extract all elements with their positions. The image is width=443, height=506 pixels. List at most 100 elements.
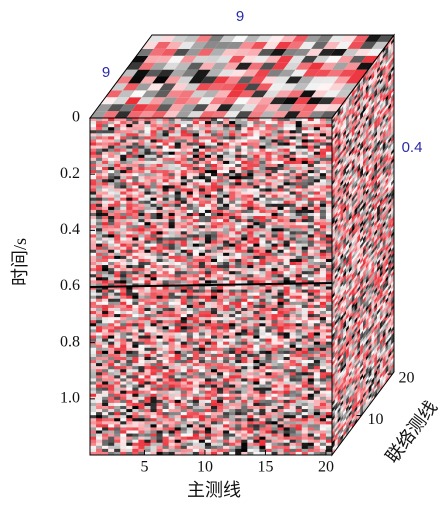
texture-cell [253,390,260,395]
texture-cell [360,140,363,148]
texture-cell [247,163,254,168]
texture-cell [114,179,121,183]
texture-cell [174,160,182,165]
texture-cell [156,412,163,416]
texture-cell [247,182,254,186]
texture-cell [114,393,121,398]
texture-cell [253,277,260,281]
texture-cell [186,225,194,229]
texture-cell [354,154,358,162]
texture-cell [325,222,333,226]
texture-cell [325,151,333,156]
texture-cell [348,116,352,124]
texture-cell [162,271,169,275]
texture-cell [150,191,157,195]
texture-cell [289,372,296,376]
texture-cell [192,203,200,208]
texture-cell [253,271,260,275]
texture-cell [301,130,309,134]
texture-cell [307,271,315,275]
texture-cell [186,240,194,244]
texture-cell [277,133,284,137]
texture-cell [241,405,248,410]
texture-cell [108,307,115,312]
texture-cell [377,72,380,80]
texture-cell [283,402,290,407]
texture-cell [192,145,200,149]
texture-cell [90,307,97,312]
texture-cell [235,216,242,220]
texture-cell [271,289,278,293]
texture-cell [259,402,266,407]
texture-cell [247,329,254,333]
texture-cell [223,277,230,281]
texture-cell [348,113,352,121]
texture-cell [247,151,254,156]
texture-cell [253,133,260,137]
texture-cell [114,130,121,134]
texture-cell [319,252,327,257]
texture-cell [295,160,303,165]
texture-cell [120,121,127,125]
texture-cell [96,433,103,437]
texture-cell [114,286,121,290]
texture-cell [379,123,383,131]
texture-cell [377,133,380,141]
texture-cell [96,356,103,361]
texture-cell [253,118,260,122]
texture-cell [348,171,352,179]
texture-cell [120,307,127,312]
texture-cell [289,209,296,214]
texture-cell [379,68,383,76]
texture-cell [114,402,121,407]
texture-cell [120,387,127,391]
texture-cell [132,145,139,149]
texture-cell [114,390,121,395]
texture-cell [235,243,242,247]
texture-cell [289,157,296,162]
texture-cell [295,304,303,309]
texture-cell [168,261,175,266]
texture-cell [102,212,109,217]
texture-cell [301,436,309,440]
texture-cell [150,124,157,128]
texture-cell [259,399,266,404]
texture-cell [241,185,248,189]
texture-cell [150,170,157,174]
texture-cell [371,107,375,115]
texture-cell [385,116,389,124]
texture-cell [229,280,236,284]
texture-cell [265,289,272,293]
texture-cell [265,436,272,440]
texture-cell [325,390,333,395]
texture-cell [198,421,206,425]
texture-cell [289,442,296,447]
texture-cell [192,295,200,300]
texture-cell [301,451,309,456]
texture-cell [180,344,188,349]
texture-cell [313,323,321,327]
texture-cell [162,393,169,398]
texture-cell [343,120,347,128]
texture-cell [385,103,389,111]
texture-cell [174,393,182,398]
texture-cell [277,405,284,410]
texture-cell [247,421,254,425]
texture-cell [126,347,133,352]
texture-cell [295,219,303,223]
texture-cell [265,344,272,349]
texture-cell [156,314,163,318]
texture-cell [198,206,206,211]
texture-cell [247,350,254,355]
texture-cell [235,191,242,195]
texture-cell [132,439,139,444]
texture-cell [217,188,224,192]
texture-cell [102,317,109,321]
texture-cell [337,158,341,166]
texture-cell [301,197,309,202]
texture-cell [382,119,386,127]
texture-cell [102,436,109,440]
texture-cell [90,188,97,192]
texture-cell [198,130,206,134]
texture-cell [382,64,386,72]
